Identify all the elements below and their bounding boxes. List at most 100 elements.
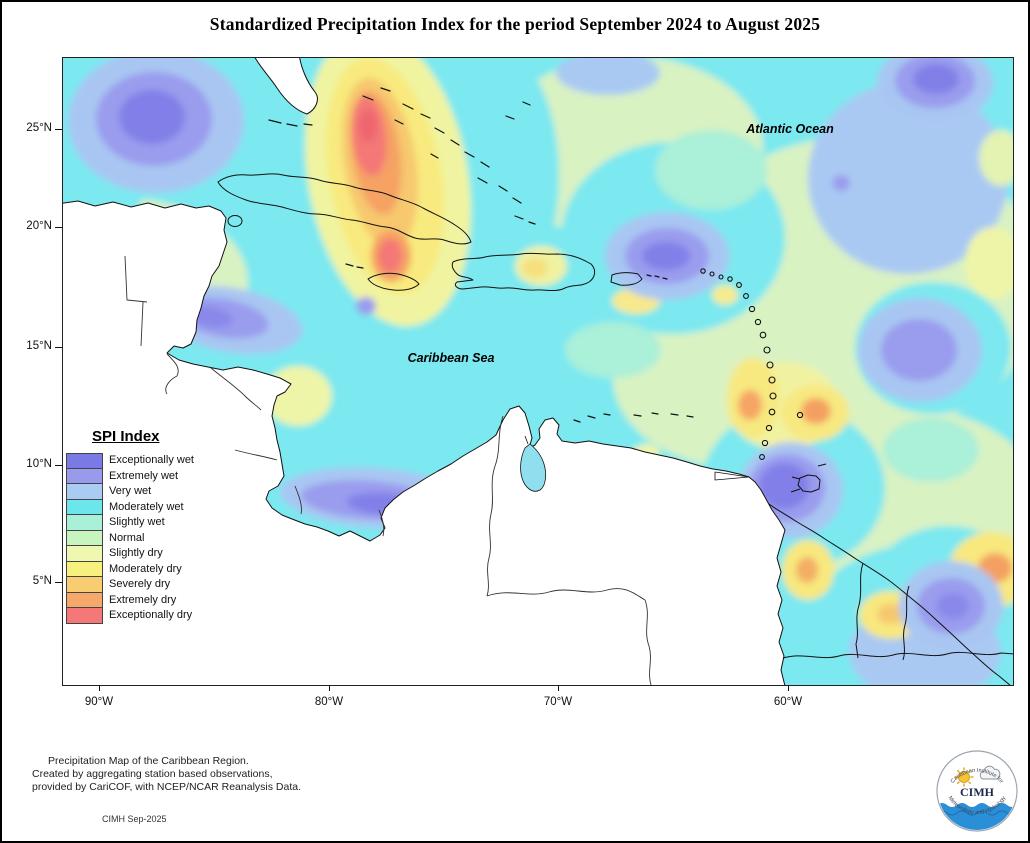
spi-blob-23 [965, 227, 1013, 299]
turks-caicos [514, 215, 536, 225]
atlantic-ocean-label: Atlantic Ocean [746, 122, 834, 136]
land-masses [63, 58, 786, 685]
logo-wave-line [938, 810, 1016, 816]
spi-blob-75 [356, 297, 376, 315]
precipitation-map: Atlantic Ocean Caribbean Sea [62, 57, 1014, 686]
lat-label-20n: 20°N [26, 220, 52, 232]
legend-row-1: Extremely wet [66, 468, 194, 484]
spi-blob-74 [937, 593, 969, 619]
legend-row-8: Severely dry [66, 577, 194, 593]
border-brazil-south [644, 599, 652, 685]
virgin-islands [646, 274, 668, 280]
border-honduras-nicaragua [210, 367, 262, 411]
legend-label-7: Moderately dry [109, 562, 182, 575]
legend-row-3: Moderately wet [66, 499, 194, 515]
legend-swatch-1 [66, 468, 103, 484]
footer-credits: Precipitation Map of the Caribbean Regio… [32, 755, 301, 794]
border-brazil [782, 651, 1013, 659]
legend-swatch-6 [66, 546, 103, 562]
island-outlines [217, 173, 827, 493]
lat-tick-25n [55, 129, 62, 130]
legend-swatch-9 [66, 592, 103, 608]
legend-row-10: Exceptionally dry [66, 608, 194, 624]
legend-label-2: Very wet [109, 485, 152, 497]
logo-acronym: CIMH [960, 785, 995, 799]
small-islands [268, 87, 694, 423]
land-mexico-central-south-america [63, 200, 786, 685]
lon-tick-70w [558, 685, 559, 691]
border-colombia-venezuela [486, 415, 504, 597]
spi-blob-54 [119, 90, 185, 144]
spi-blob-17 [655, 130, 767, 210]
spi-blob-19 [883, 418, 979, 482]
legend-row-4: Slightly wet [66, 515, 194, 531]
lon-label-70w: 70°W [543, 696, 573, 708]
border-guyana-suriname [855, 562, 864, 659]
spi-blob-36 [378, 239, 402, 273]
legend-swatch-3 [66, 499, 103, 515]
legend-items: Exceptionally wet Extremely wet Very wet Mo… [66, 453, 194, 624]
guianas-borders [768, 503, 1013, 685]
lat-tick-20n [55, 227, 62, 228]
border-nicaragua-costarica [234, 449, 278, 461]
legend-title: SPI Index [92, 428, 160, 445]
legend-row-7: Moderately dry [66, 561, 194, 577]
legend-label-0: Exceptionally wet [109, 454, 194, 466]
legend-row-0: Exceptionally wet [66, 453, 194, 469]
legend-label-9: Extremely dry [109, 593, 177, 606]
lon-label-60w: 60°W [773, 696, 803, 708]
legend-swatch-7 [66, 561, 103, 577]
island-puerto-rico [610, 272, 643, 286]
page-title: Standardized Precipitation Index for the… [209, 14, 821, 34]
legend-row-2: Very wet [66, 484, 194, 500]
lon-label-80w: 80°W [314, 696, 344, 708]
footer-line-3: provided by CariCOF, with NCEP/NCAR Rean… [32, 781, 302, 793]
legend-label-4: Slightly wet [109, 516, 165, 528]
legend-row-5: Normal [66, 530, 194, 546]
spi-blob-47 [796, 557, 818, 583]
legend-swatch-4 [66, 515, 103, 531]
legend-label-1: Extremely wet [109, 469, 179, 482]
lon-label-90w: 90°W [84, 696, 114, 708]
island-hispaniola [451, 252, 596, 292]
legend-row-9: Extremely dry [66, 592, 194, 608]
legend-label-10: Exceptionally dry [109, 609, 193, 621]
legend-label-6: Slightly dry [109, 547, 163, 559]
florida-keys [268, 119, 313, 127]
spi-blob-8 [447, 58, 559, 298]
spi-blob-45 [801, 398, 831, 424]
spi-blob-27 [522, 258, 548, 278]
island-trinidad [790, 463, 827, 493]
logo-sun-icon [954, 767, 974, 787]
island-isle-of-youth [227, 215, 243, 227]
lat-label-15n: 15°N [26, 340, 52, 352]
legend-label-5: Normal [109, 531, 145, 544]
legend-swatch-5 [66, 530, 103, 546]
spi-blob-60 [913, 64, 959, 94]
internal-borders [124, 255, 652, 685]
caribbean-sea-label: Caribbean Sea [407, 351, 495, 365]
border-mexico-guatemala-belize [124, 255, 148, 347]
footer-line-1: Precipitation Map of the Caribbean Regio… [48, 755, 249, 767]
spi-blob-34 [359, 110, 377, 142]
spi-blob-10 [271, 266, 515, 450]
lat-label-25n: 25°N [26, 122, 52, 134]
legend-swatch-8 [66, 577, 103, 593]
spi-blob-49 [877, 604, 905, 624]
lat-tick-15n [55, 347, 62, 348]
cayman-islands [345, 263, 364, 269]
logo-cloud-icon [979, 765, 1001, 780]
island-jamaica [367, 272, 420, 291]
spi-blob-40 [712, 285, 738, 305]
island-cuba [217, 173, 472, 245]
border-venezuela-brazil [486, 588, 646, 601]
spi-blob-24 [979, 130, 1013, 186]
border-panama-colombia [378, 509, 385, 537]
legend-row-6: Slightly dry [66, 546, 194, 562]
lon-tick-90w [99, 685, 100, 691]
footer-stamp: CIMH Sep-2025 [102, 814, 167, 824]
abc-margarita-islands [573, 412, 694, 423]
legend-label-3: Moderately wet [109, 500, 184, 513]
spi-blob-43 [738, 390, 762, 420]
